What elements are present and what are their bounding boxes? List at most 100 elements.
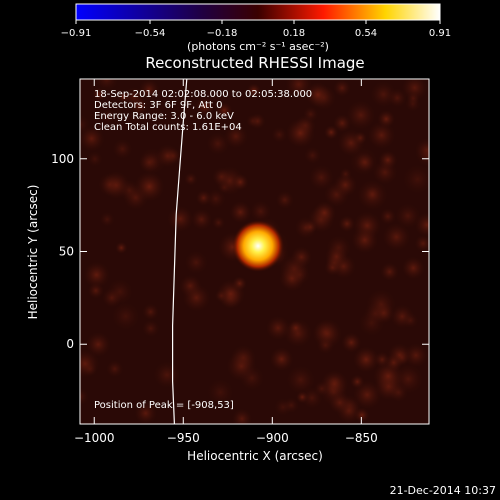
noise-blob	[112, 139, 133, 159]
solar-limb-curve	[172, 79, 188, 424]
peak-source	[232, 219, 285, 272]
noise-blob	[99, 211, 115, 227]
noise-blob	[286, 365, 315, 395]
noise-blob	[324, 125, 339, 140]
noise-blob	[289, 264, 310, 285]
y-tick-label: 0	[66, 337, 74, 351]
noise-blob	[341, 332, 362, 353]
noise-blob	[195, 97, 214, 116]
noise-blob	[153, 361, 181, 389]
x-axis-ticks: −1000 −950 −900 −850	[74, 79, 378, 445]
noise-blob	[352, 380, 382, 410]
annotation-line: 18-Sep-2014 02:02:08.000 to 02:05:38.000	[94, 89, 312, 100]
noise-blob	[182, 283, 211, 312]
noise-blob	[274, 398, 292, 416]
noise-blob	[393, 364, 423, 394]
noise-blob	[134, 402, 157, 424]
noise-blob	[316, 336, 335, 354]
noise-blob	[218, 181, 231, 194]
noise-blob	[229, 201, 252, 224]
noise-blob	[142, 319, 160, 338]
noise-blob	[338, 215, 356, 232]
noise-blob	[285, 79, 312, 98]
noise-blob	[223, 124, 248, 149]
noise-blob	[271, 126, 288, 143]
noise-blob	[305, 82, 331, 108]
noise-blob	[370, 81, 397, 108]
noise-blob	[214, 289, 228, 303]
noise-blob	[211, 216, 226, 230]
noise-blob	[372, 160, 398, 185]
noise-blob	[85, 332, 111, 357]
noise-blob	[346, 100, 376, 130]
noise-blob	[206, 189, 226, 209]
colorbar-tick-label: 0.54	[355, 28, 377, 39]
noise-blob	[382, 223, 411, 251]
colorbar-unit-label: (photons cm⁻² s⁻¹ asec⁻²)	[187, 40, 329, 53]
x-tick-label: −850	[345, 431, 378, 445]
chart-title: Reconstructed RHESSI Image	[145, 54, 364, 72]
noise-blob	[139, 152, 160, 173]
background-noise	[80, 79, 429, 424]
colorbar-tick-label: −0.54	[135, 28, 166, 39]
noise-blob	[98, 173, 122, 197]
noise-blob	[80, 388, 89, 406]
noise-blob	[206, 132, 230, 155]
y-axis-label: Heliocentric Y (arcsec)	[26, 185, 40, 320]
colorbar-tick-label: −0.91	[61, 28, 92, 39]
noise-blob	[312, 201, 336, 225]
colorbar	[75, 3, 441, 21]
noise-blob	[115, 241, 128, 254]
noise-blob	[250, 200, 272, 222]
noise-blob	[246, 83, 261, 98]
noise-blob	[184, 250, 208, 274]
y-axis-ticks: 0 50 100	[51, 152, 429, 351]
noise-blob	[155, 144, 180, 168]
footer-date: 21-Dec-2014 10:37	[390, 484, 496, 497]
colorbar-tick-label: 0.18	[283, 28, 305, 39]
noise-blob	[212, 167, 231, 187]
noise-blob	[231, 408, 252, 424]
colorbar-tick-label: −0.18	[207, 28, 238, 39]
noise-blob	[83, 261, 110, 288]
y-tick-label: 100	[51, 152, 74, 166]
noise-blob	[269, 347, 294, 371]
noise-blob	[403, 343, 428, 368]
noise-blob	[333, 79, 351, 97]
annotation-line: Clean Total counts: 1.61E+04	[94, 122, 242, 133]
noise-blob	[313, 320, 337, 344]
colorbar-ticks: −0.91 −0.54 −0.18 0.18 0.54 0.91	[61, 20, 451, 39]
noise-blob	[414, 212, 429, 237]
noise-blob	[92, 87, 107, 102]
noise-blob	[333, 114, 352, 133]
noise-blob	[107, 279, 133, 305]
noise-blob	[324, 245, 348, 269]
noise-blob	[275, 190, 294, 209]
noise-blob	[190, 208, 212, 230]
x-axis-label: Heliocentric X (arcsec)	[187, 449, 323, 463]
noise-blob	[414, 138, 429, 162]
peak-position-label: Position of Peak = [-908,53]	[94, 400, 234, 411]
noise-blob	[414, 234, 429, 252]
noise-blob	[216, 102, 233, 119]
noise-blob	[288, 320, 304, 336]
noise-blob	[333, 173, 357, 197]
noise-blob	[308, 165, 334, 190]
noise-blob	[226, 351, 257, 382]
noise-blob	[303, 106, 319, 122]
annotation-block: 18-Sep-2014 02:02:08.000 to 02:05:38.000…	[94, 89, 312, 133]
noise-blob	[245, 114, 260, 128]
noise-blob	[353, 346, 379, 373]
noise-blob	[80, 125, 105, 152]
noise-blob	[403, 312, 419, 329]
noise-blob	[379, 208, 397, 225]
noise-blob	[380, 262, 399, 281]
noise-blob	[207, 379, 234, 406]
noise-blob	[351, 226, 378, 254]
noise-blob	[294, 216, 317, 239]
noise-blob	[138, 79, 160, 100]
noise-blob	[80, 349, 100, 378]
x-tick-label: −900	[256, 431, 289, 445]
annotation-line: Detectors: 3F 6F 9F, Att 0	[94, 100, 222, 111]
